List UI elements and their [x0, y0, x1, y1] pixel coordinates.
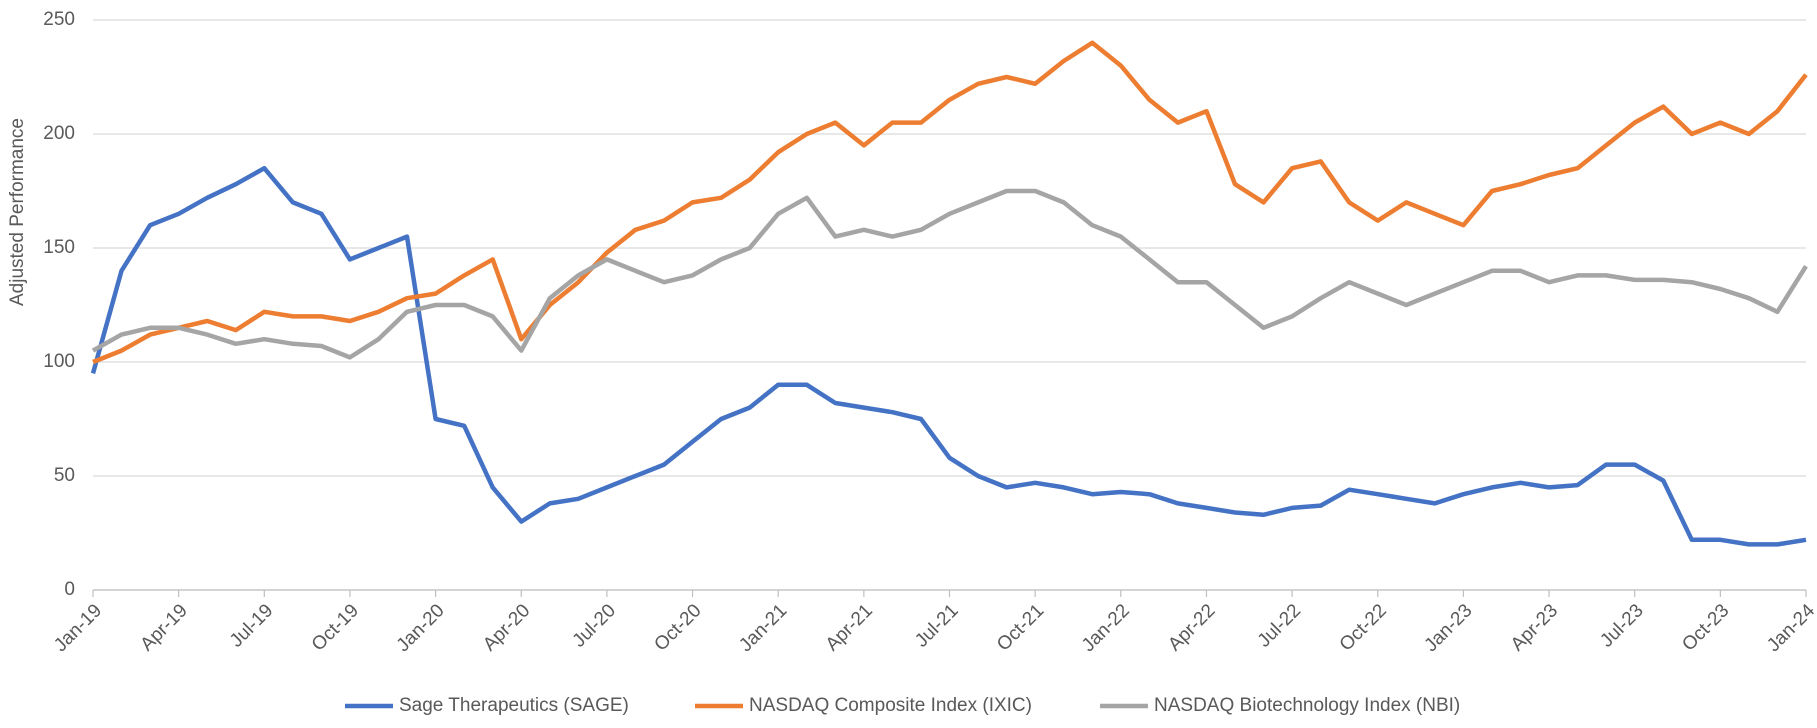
series-line: [91, 188, 1808, 360]
x-tick-label: Jul-19: [226, 600, 277, 651]
x-tick-label: Oct-22: [1336, 600, 1391, 655]
x-tick-label: Jul-20: [569, 600, 620, 651]
x-tick-label: Apr-20: [479, 600, 534, 655]
x-tick-label: Oct-20: [650, 600, 705, 655]
y-tick-label: 200: [43, 123, 75, 144]
y-axis-title: Adjusted Performance: [7, 118, 28, 306]
x-tick-label: Apr-19: [137, 600, 192, 655]
x-tick-label: Jan-19: [50, 600, 106, 656]
x-tick-label: Apr-22: [1164, 600, 1219, 655]
legend-label: Sage Therapeutics (SAGE): [399, 695, 629, 716]
x-tick-label: Jan-24: [1763, 600, 1817, 656]
legend: Sage Therapeutics (SAGE) NASDAQ Composite…: [345, 695, 1460, 716]
y-tick-label: 250: [43, 9, 75, 30]
y-tick-label: 50: [54, 465, 75, 486]
legend-label: NASDAQ Biotechnology Index (NBI): [1154, 695, 1460, 716]
x-tick-label: Jul-21: [911, 600, 962, 651]
x-tick-label: Jul-23: [1596, 600, 1647, 651]
x-tick-label: Jan-22: [1078, 600, 1134, 656]
x-tick-label: Jan-23: [1421, 600, 1477, 656]
series-line: [92, 40, 1808, 365]
x-tick-label: Jul-22: [1254, 600, 1305, 651]
x-tick-label: Apr-21: [822, 600, 877, 655]
y-tick-label: 100: [43, 351, 75, 372]
x-tick-label: Apr-23: [1507, 600, 1562, 655]
y-tick-label: 150: [43, 237, 75, 258]
x-tick-label: Oct-23: [1678, 600, 1733, 655]
x-tick-label: Jan-21: [735, 600, 791, 656]
x-tick-label: Oct-21: [993, 600, 1048, 655]
y-tick-label: 0: [64, 579, 75, 600]
x-tick-label: Jan-20: [393, 600, 449, 656]
x-tick-label: Oct-19: [308, 600, 363, 655]
series-line: [90, 165, 1807, 547]
legend-label: NASDAQ Composite Index (IXIC): [749, 695, 1032, 716]
